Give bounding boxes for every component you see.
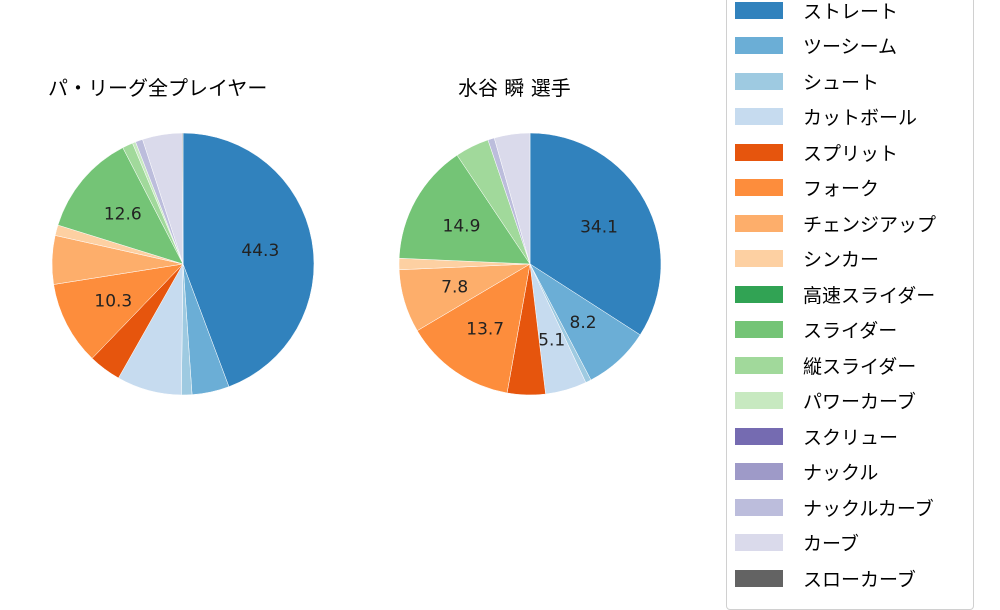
legend-swatch — [735, 1, 783, 19]
pie-slice — [398, 154, 531, 265]
pie-slice — [529, 132, 662, 336]
slice-value-label: 34.1 — [580, 217, 618, 237]
legend-label: フォーク — [803, 178, 880, 200]
left-chart-title: パ・リーグ全プレイヤー — [48, 76, 268, 100]
legend-item: スプリット — [735, 138, 898, 166]
legend-label: スライダー — [803, 320, 898, 342]
pie-slice — [53, 263, 184, 359]
legend-item: 縦スライダー — [735, 351, 916, 379]
slice-value-label: 8.2 — [570, 313, 597, 333]
legend-item: 高速スライダー — [735, 280, 935, 308]
legend-item: スローカーブ — [735, 564, 916, 592]
pie-slice — [182, 132, 315, 388]
legend-label: ナックルカーブ — [803, 497, 934, 520]
slice-value-label: 10.3 — [94, 291, 132, 311]
legend-swatch — [735, 392, 783, 409]
pie-slice — [416, 263, 531, 394]
legend-swatch — [735, 179, 783, 196]
legend-label: ストレート — [803, 0, 899, 23]
legend-label: ツーシーム — [803, 36, 898, 58]
legend-item: ナックルカーブ — [735, 493, 934, 521]
slice-value-label: 7.8 — [441, 277, 468, 297]
legend-swatch — [735, 427, 783, 445]
legend-item: ツーシーム — [735, 32, 897, 60]
slice-value-label: 14.9 — [443, 216, 481, 236]
legend-item: スクリュー — [735, 422, 898, 450]
legend-label: スプリット — [803, 142, 899, 165]
pie-slice — [493, 132, 531, 265]
legend-swatch — [735, 37, 783, 54]
legend-swatch — [735, 356, 783, 374]
legend: ストレートツーシームシュートカットボール スプリットフォークチェンジアップ シンカー… — [726, 0, 974, 610]
league-pie-chart: 44.3 10.3 12.6 — [51, 132, 315, 396]
legend-label: カーブ — [803, 533, 859, 555]
legend-label: チェンジアップ — [803, 213, 937, 236]
legend-item: スライダー — [735, 316, 897, 344]
slice-value-label: 5.1 — [538, 331, 565, 351]
legend-swatch — [735, 463, 783, 480]
legend-item: フォーク — [735, 174, 879, 202]
legend-item: カーブ — [735, 529, 859, 557]
legend-swatch — [735, 534, 783, 551]
legend-swatch — [735, 250, 783, 267]
legend-item: ストレート — [735, 0, 898, 24]
legend-item: チェンジアップ — [735, 209, 936, 237]
legend-swatch — [735, 214, 783, 232]
pie-slice — [57, 147, 184, 265]
player-pie-chart: 34.1 8.25.1 13.7 7.8 14.9 — [398, 132, 662, 396]
legend-label: スローカーブ — [803, 568, 916, 591]
legend-label: 縦スライダー — [803, 355, 917, 378]
legend-label: パワーカーブ — [803, 391, 916, 413]
slice-value-label: 44.3 — [241, 241, 279, 261]
legend-label: スクリュー — [803, 426, 899, 449]
legend-item: シンカー — [735, 245, 879, 273]
legend-item: パワーカーブ — [735, 387, 916, 415]
slice-value-label: 13.7 — [466, 320, 504, 340]
legend-label: シンカー — [803, 249, 880, 271]
legend-swatch — [735, 285, 783, 303]
legend-swatch — [735, 72, 783, 90]
legend-label: カットボール — [803, 107, 918, 129]
slice-value-label: 12.6 — [104, 205, 142, 225]
legend-swatch — [735, 108, 783, 125]
legend-label: ナックル — [803, 462, 879, 484]
right-chart-title: 水谷 瞬 選手 — [458, 76, 571, 100]
legend-swatch — [735, 321, 783, 338]
legend-swatch — [735, 498, 783, 516]
legend-item: ナックル — [735, 458, 878, 486]
legend-item: シュート — [735, 67, 879, 95]
legend-swatch — [735, 143, 783, 161]
legend-swatch — [735, 569, 783, 587]
legend-label: 高速スライダー — [803, 284, 936, 307]
pie-slice — [181, 132, 184, 265]
legend-item: カットボール — [735, 103, 917, 131]
legend-label: シュート — [803, 71, 880, 94]
